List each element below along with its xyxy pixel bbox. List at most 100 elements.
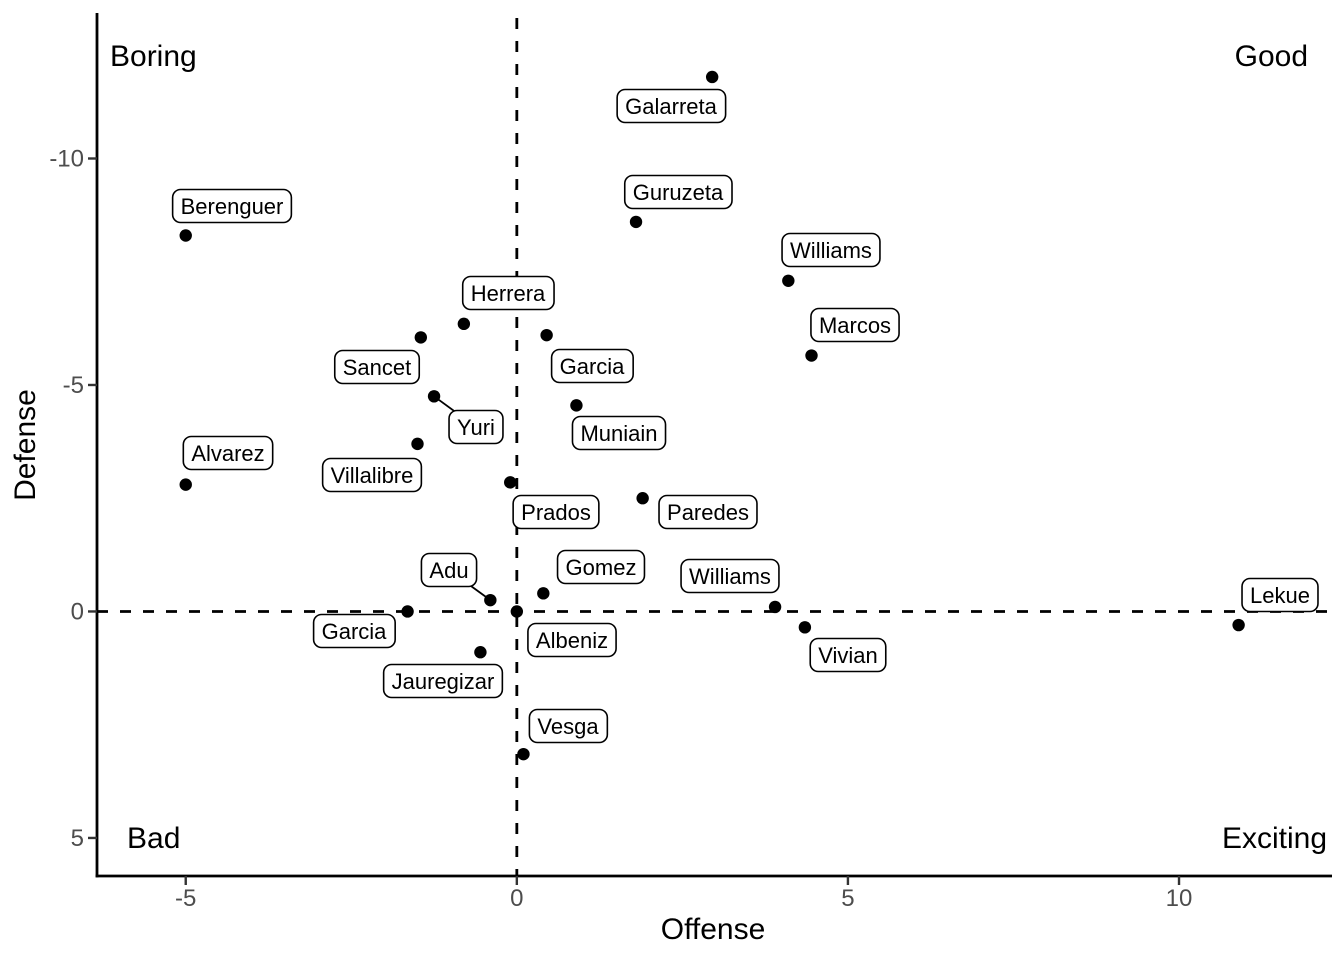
- player-label: Albeniz: [527, 622, 617, 658]
- player-label-box: [616, 88, 727, 124]
- quadrant-label-good: Good: [1234, 40, 1308, 73]
- player-label-text: Williams: [790, 238, 872, 263]
- player-label-text: Vivian: [818, 643, 878, 668]
- data-point: [782, 274, 795, 287]
- player-label-box: [571, 415, 667, 451]
- player-label-text: Villalibre: [331, 463, 414, 488]
- player-label-box: [312, 613, 396, 649]
- x-tick-label: -5: [175, 885, 196, 912]
- player-label-text: Guruzeta: [633, 180, 724, 205]
- player-label-text: Paredes: [667, 500, 749, 525]
- player-label: Vivian: [809, 637, 887, 673]
- data-point: [179, 478, 192, 491]
- player-label-text: Albeniz: [536, 628, 608, 653]
- x-tick-label: 10: [1166, 885, 1193, 912]
- data-point: [179, 229, 192, 242]
- player-label: Jauregizar: [382, 663, 504, 699]
- player-label: Garcia: [312, 613, 396, 649]
- data-point: [504, 476, 517, 489]
- data-point: [474, 646, 487, 659]
- data-point: [484, 593, 497, 607]
- player-label-box: [810, 307, 900, 343]
- player-label-box: [512, 494, 600, 530]
- data-point: [414, 331, 428, 344]
- player-label-box: [781, 232, 881, 268]
- data-point: [401, 605, 414, 618]
- player-label: Villalibre: [321, 457, 423, 493]
- player-label-text: Gomez: [566, 555, 637, 580]
- player-label-text: Vesga: [537, 714, 599, 739]
- data-point: [705, 70, 719, 84]
- player-label-text: Herrera: [471, 281, 546, 306]
- player-label: Gomez: [556, 549, 646, 585]
- player-label: Williams: [781, 232, 881, 268]
- player-label-box: [333, 349, 421, 385]
- x-tick-label: 0: [510, 885, 523, 912]
- player-label: Alvarez: [182, 435, 274, 471]
- y-axis-title: Defense: [9, 389, 42, 501]
- data-point: [636, 492, 649, 505]
- player-label: Herrera: [461, 275, 555, 311]
- player-label: Garcia: [550, 348, 634, 384]
- data-point: [457, 317, 471, 331]
- player-label-text: Garcia: [560, 354, 626, 379]
- data-point: [510, 605, 524, 618]
- data-point: [629, 215, 643, 229]
- data-point: [537, 587, 550, 600]
- player-label-box: [527, 622, 617, 658]
- data-point: [427, 390, 441, 403]
- player-label: Sancet: [333, 349, 421, 385]
- player-label-box: [461, 275, 555, 311]
- x-tick-label: 5: [841, 885, 854, 912]
- data-point: [768, 600, 782, 614]
- player-label-box: [528, 708, 609, 744]
- player-label-text: Muniain: [580, 421, 657, 446]
- quadrant-label-bad: Bad: [127, 822, 181, 855]
- player-label-box: [382, 663, 504, 699]
- player-label-box: [171, 188, 293, 224]
- player-label: Adu: [420, 552, 478, 588]
- data-point: [517, 747, 530, 761]
- player-label-box: [809, 637, 887, 673]
- player-label: Marcos: [810, 307, 900, 343]
- player-label: Yuri: [448, 409, 504, 445]
- data-point: [1232, 618, 1245, 632]
- player-label-text: Sancet: [343, 355, 412, 380]
- player-label-box: [550, 348, 634, 384]
- player-label-text: Garcia: [322, 619, 388, 644]
- player-label: Paredes: [658, 494, 758, 530]
- player-label-text: Galarreta: [625, 94, 717, 119]
- player-label: Galarreta: [616, 88, 727, 124]
- player-label: Williams: [680, 558, 780, 594]
- data-point: [540, 328, 553, 342]
- data-point: [805, 349, 818, 362]
- player-label: Muniain: [571, 415, 667, 451]
- player-label: Lekue: [1241, 577, 1319, 613]
- data-point: [411, 437, 424, 451]
- player-label-box: [1241, 577, 1319, 613]
- player-label: Berenguer: [171, 188, 293, 224]
- player-label-text: Marcos: [819, 313, 891, 338]
- player-label: Prados: [512, 494, 600, 530]
- player-label-box: [420, 552, 478, 588]
- player-label: Vesga: [528, 708, 609, 744]
- player-label-text: Prados: [521, 500, 591, 525]
- data-point: [798, 621, 812, 634]
- x-axis-title: Offense: [660, 913, 766, 946]
- data-point: [570, 399, 583, 412]
- y-tick-label: -5: [63, 372, 84, 399]
- player-label-text: Yuri: [457, 415, 495, 440]
- player-label-text: Berenguer: [181, 194, 284, 219]
- player-label-box: [448, 409, 504, 445]
- y-tick-label: 5: [71, 825, 84, 852]
- player-label-box: [556, 549, 646, 585]
- quadrant-label-boring: Boring: [110, 40, 197, 73]
- player-label-box: [658, 494, 758, 530]
- player-label-text: Alvarez: [191, 441, 264, 466]
- player-label-box: [680, 558, 780, 594]
- y-tick-label: 0: [71, 598, 84, 625]
- player-label-box: [321, 457, 423, 493]
- player-label: Guruzeta: [623, 174, 733, 210]
